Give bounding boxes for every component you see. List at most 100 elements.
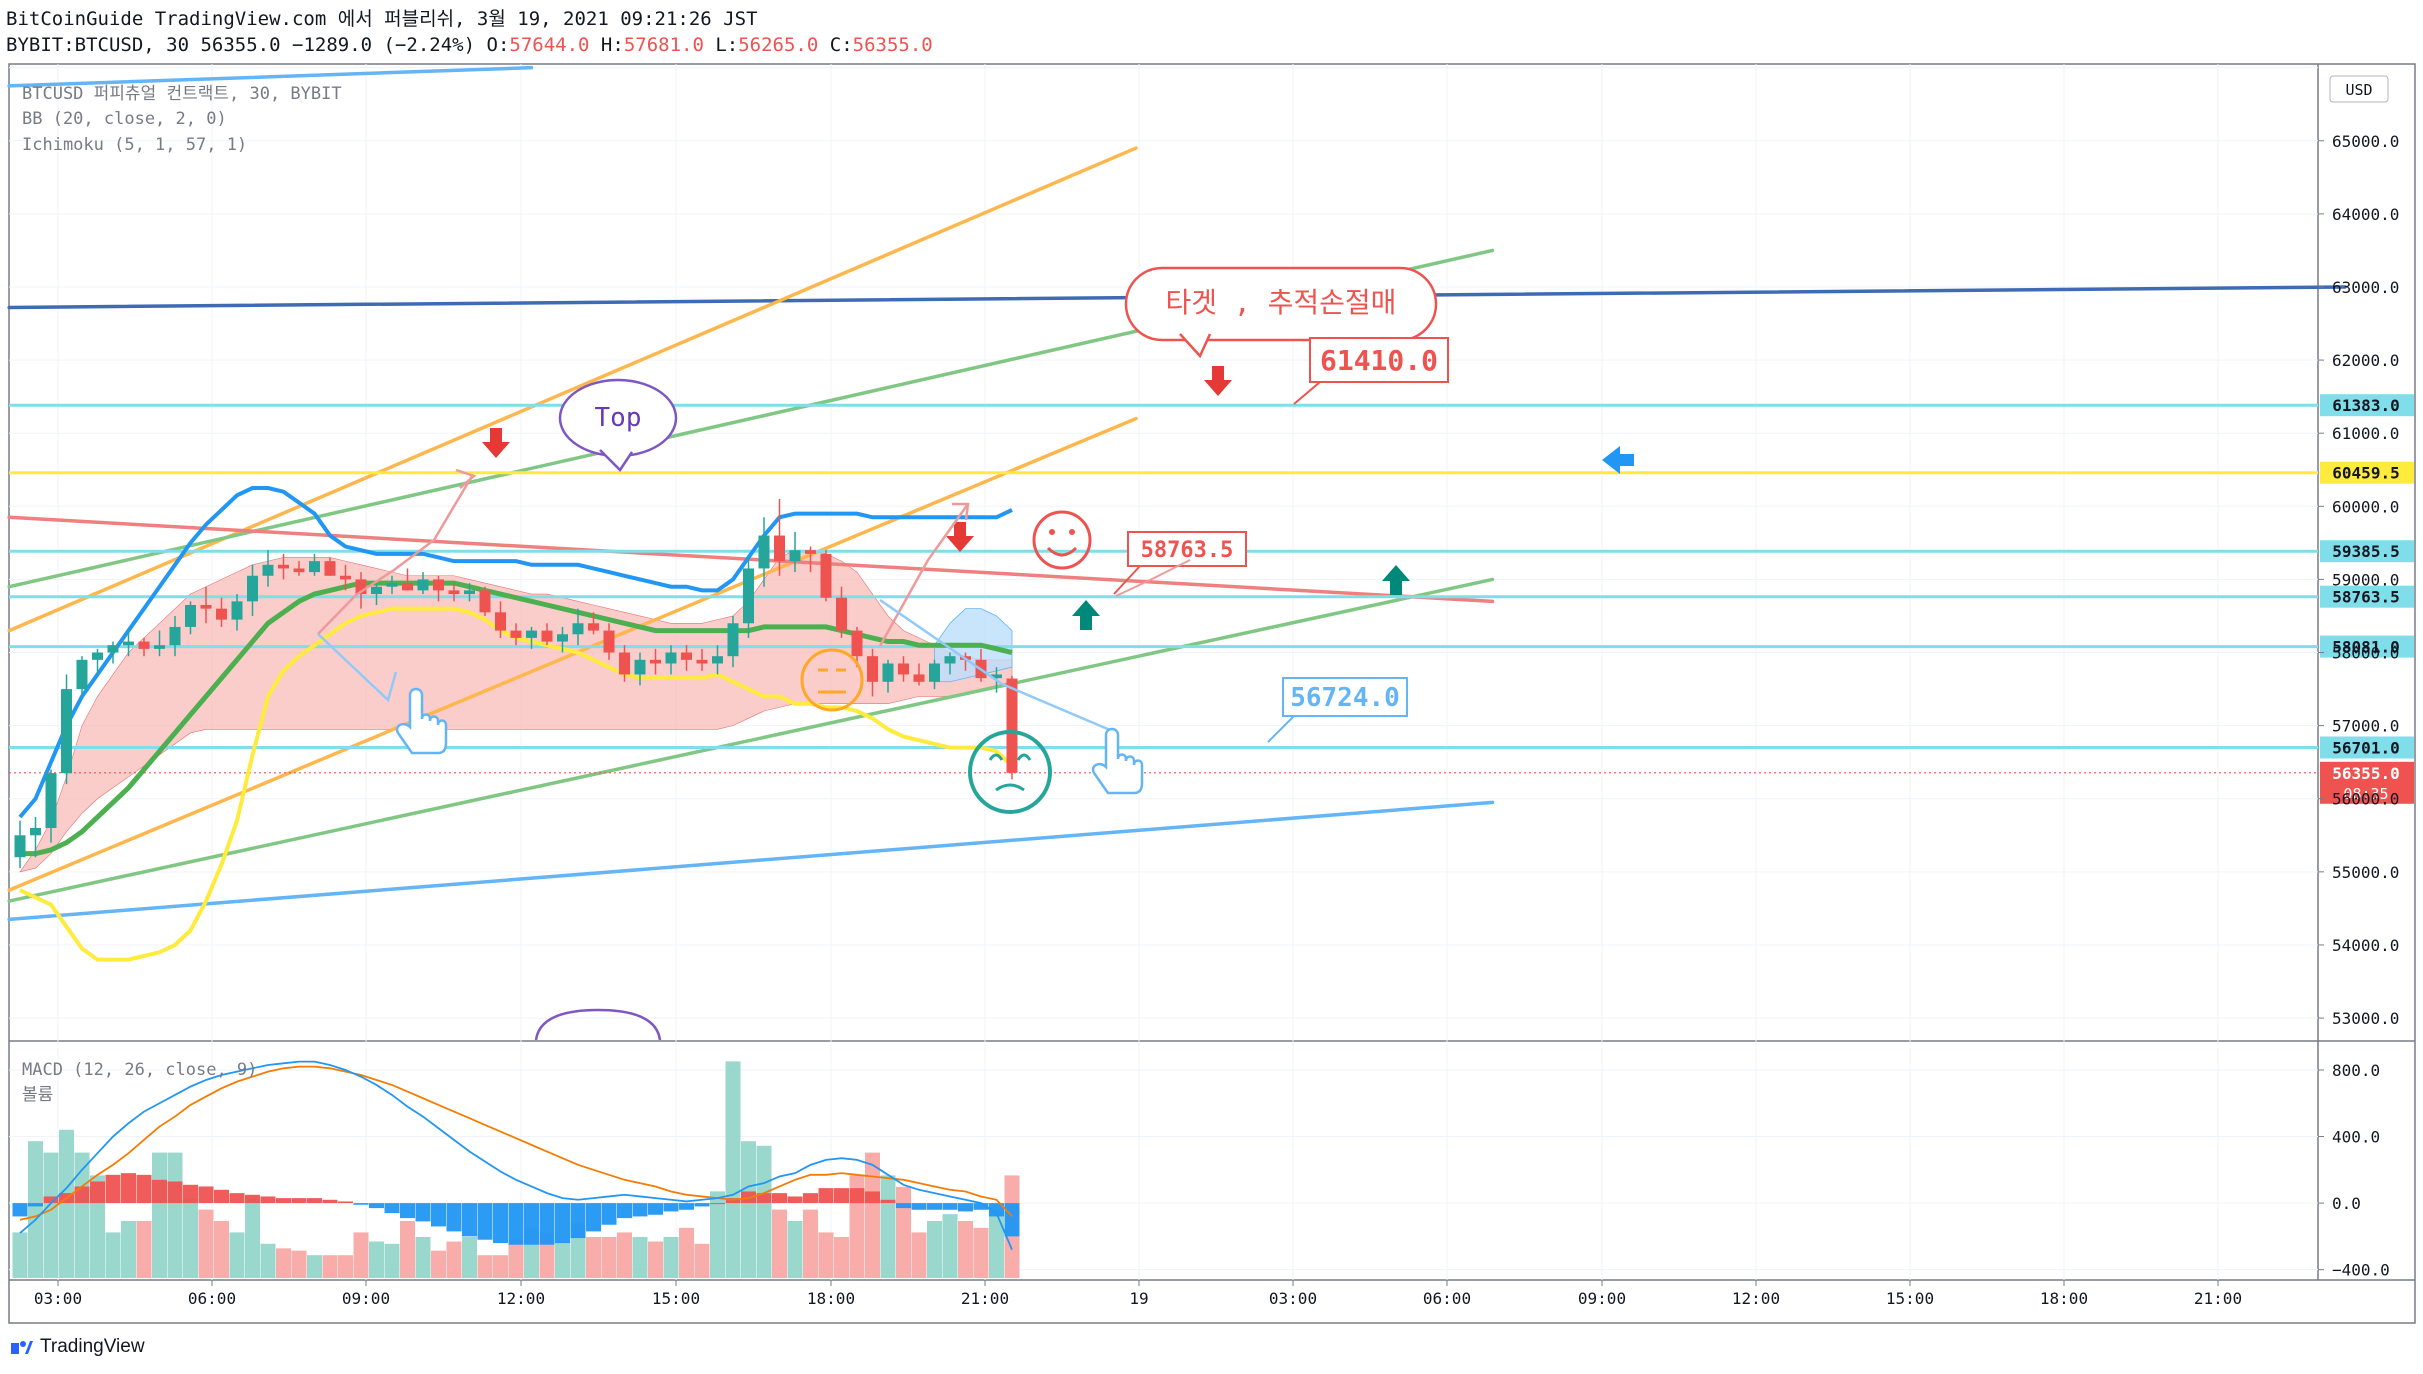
macd-histogram-bar xyxy=(12,1203,28,1217)
volume-bar xyxy=(973,1227,989,1278)
price-box-mid-pointer xyxy=(1113,565,1141,595)
candle-up xyxy=(231,601,243,620)
chart-frame xyxy=(8,63,2416,1324)
candle-down xyxy=(588,623,599,631)
volume-bar xyxy=(369,1241,384,1278)
volume-bar xyxy=(989,1209,1004,1278)
price-tick-label: 65000.0 xyxy=(2332,132,2399,151)
legend-volume: 볼륨 xyxy=(22,1085,53,1105)
top-bubble-tail xyxy=(599,449,634,472)
price-tick-label: 60000.0 xyxy=(2332,497,2399,516)
volume-bar xyxy=(756,1145,772,1278)
candle-up xyxy=(371,586,382,595)
projection-down-1 xyxy=(317,633,398,703)
price-marker-label: 58081.0 xyxy=(2332,638,2399,657)
volume-bar xyxy=(741,1141,756,1278)
candle-up xyxy=(526,630,537,638)
currency-badge[interactable] xyxy=(2329,75,2389,103)
volume-bar xyxy=(198,1209,214,1278)
symbol-name[interactable]: BYBIT:BTCUSD, 30 xyxy=(6,34,190,56)
open-label: O: xyxy=(486,34,510,56)
candle-down xyxy=(402,583,413,591)
price-marker-bg xyxy=(2320,461,2414,484)
up-arrow-icon xyxy=(1382,565,1410,595)
volume-bar xyxy=(710,1191,725,1278)
volume-bar xyxy=(400,1221,415,1278)
legend-main: BTCUSD 퍼피츄얼 컨트랙트, 30, BYBIT xyxy=(22,84,342,104)
macd-histogram-bar xyxy=(632,1203,648,1217)
projection-up-1-head xyxy=(455,468,477,489)
macd-histogram-bar xyxy=(369,1203,384,1209)
time-tick-label: 12:00 xyxy=(1732,1289,1780,1308)
macd-histogram-bar xyxy=(431,1203,446,1227)
happy-face-eye xyxy=(1069,529,1075,535)
happy-face-icon xyxy=(1032,510,1092,570)
chart-header: BitCoinGuide TradingView.com 에서 퍼블리쉬, 3월… xyxy=(6,6,933,58)
macd-line xyxy=(19,1060,1013,1251)
macd-histogram-bar xyxy=(586,1203,601,1232)
candle-down xyxy=(603,630,615,653)
macd-histogram-bar xyxy=(260,1196,276,1204)
time-tick-label: 06:00 xyxy=(188,1289,236,1308)
time-tick-label: 18:00 xyxy=(807,1289,855,1308)
price-change: −1289.0 (−2.24%) xyxy=(292,34,476,56)
target-bubble xyxy=(1124,266,1438,342)
volume-bar xyxy=(431,1250,446,1278)
time-tick-label: 12:00 xyxy=(497,1289,545,1308)
macd-histogram-bar xyxy=(493,1203,508,1244)
volume-bar xyxy=(322,1255,338,1278)
candle-down xyxy=(851,630,863,657)
time-tick-label: 15:00 xyxy=(1886,1289,1934,1308)
projection-up-2-head xyxy=(952,502,970,521)
macd-histogram-bar xyxy=(43,1196,59,1204)
macd-histogram-bar xyxy=(245,1194,260,1204)
volume-bar xyxy=(508,1239,524,1278)
green-channel-lower xyxy=(7,577,1495,903)
macd-histogram-bar xyxy=(942,1203,958,1210)
left-arrow-icon xyxy=(1602,446,1634,474)
pointing-hand-icon xyxy=(1091,727,1144,795)
volume-bar xyxy=(617,1232,632,1278)
candle-down xyxy=(867,656,878,682)
price-box-low-text: 56724.0 xyxy=(1290,683,1400,713)
candle-down xyxy=(836,597,847,631)
candle-down xyxy=(650,659,661,664)
price-marker-bg xyxy=(2320,540,2414,563)
price-tick-label: 59000.0 xyxy=(2332,570,2399,589)
price-marker-bg xyxy=(2320,394,2414,417)
macd-histogram-bar xyxy=(338,1201,353,1204)
volume-bar xyxy=(276,1248,291,1278)
macd-histogram-bar xyxy=(663,1203,679,1212)
candle-up xyxy=(61,689,72,774)
volume-bar xyxy=(136,1221,152,1278)
candle-down xyxy=(355,579,367,595)
happy-face-eye xyxy=(1049,529,1055,535)
price-box-mid xyxy=(1127,531,1247,567)
macd-histogram-bar xyxy=(787,1196,803,1204)
bubble-partial xyxy=(534,1008,662,1041)
macd-histogram-bar xyxy=(648,1203,663,1215)
candle-down xyxy=(216,608,227,620)
candlesticks xyxy=(14,498,1018,869)
volume-bar xyxy=(477,1255,493,1278)
volume-bar xyxy=(167,1152,183,1278)
macd-histogram-bar xyxy=(756,1193,772,1204)
low-label: L: xyxy=(715,34,739,56)
macd-histogram-bar xyxy=(896,1203,911,1209)
price-marker-label: 56355.0 xyxy=(2332,764,2399,783)
bb-upper-line xyxy=(18,486,1013,819)
price-marker-label: 58763.5 xyxy=(2332,588,2399,607)
macd-histogram-bar xyxy=(198,1186,214,1204)
volume-bar xyxy=(307,1255,322,1278)
red-descending-line xyxy=(7,515,1495,604)
time-tick-label: 09:00 xyxy=(342,1289,390,1308)
candle-up xyxy=(417,579,429,591)
close-label: C: xyxy=(829,34,853,56)
macd-histogram-bar xyxy=(322,1199,338,1204)
time-axis: 03:00 06:00 09:00 12:00 15:00 18:00 21:00 19 03:… xyxy=(34,1280,2242,1308)
candle-down xyxy=(619,652,630,675)
volume-bar xyxy=(555,1241,570,1278)
price-box-main xyxy=(1309,337,1449,383)
price-tick-label: 56000.0 xyxy=(2332,790,2399,809)
